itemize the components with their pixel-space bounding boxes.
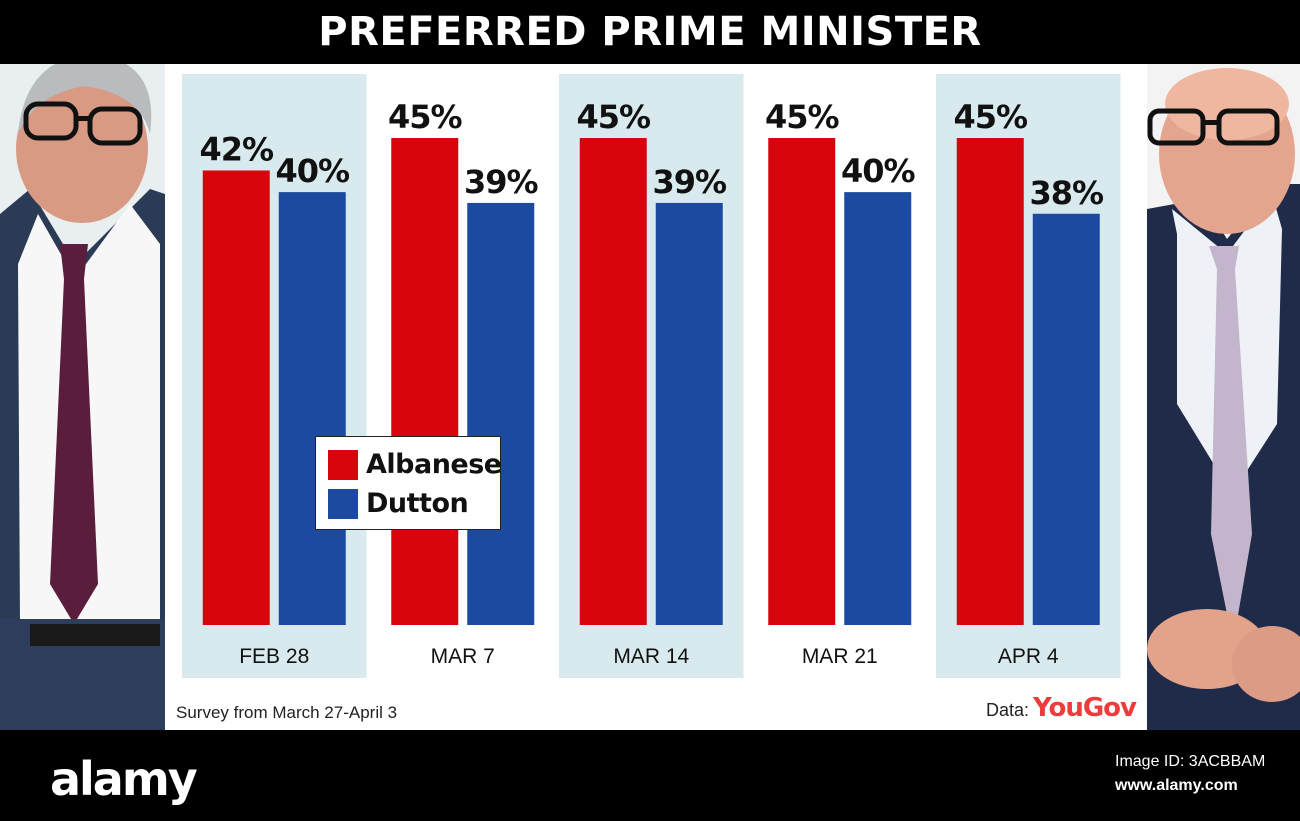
bar-dutton — [278, 192, 346, 625]
legend-item-dutton: Dutton — [328, 488, 469, 519]
data-label: 40% — [841, 152, 916, 190]
dutton-photo — [1147, 64, 1300, 730]
data-source: Data: YouGov — [986, 693, 1137, 723]
x-tick-label: APR 4 — [998, 645, 1059, 668]
yougov-logo: YouGov — [1033, 693, 1137, 723]
data-label: 45% — [576, 98, 651, 136]
bar-albanese — [768, 138, 836, 625]
alamy-logo: alamy — [50, 752, 198, 806]
x-tick-label: MAR 21 — [802, 645, 878, 668]
chart-legend: Albanese Dutton — [315, 436, 502, 530]
bar-albanese — [391, 138, 459, 625]
bar-albanese — [202, 170, 270, 625]
title-bar: PREFERRED PRIME MINISTER — [0, 0, 1300, 64]
bar-dutton — [844, 192, 912, 625]
x-tick-label: MAR 7 — [431, 645, 495, 668]
legend-swatch-albanese — [328, 449, 358, 480]
chart-title: PREFERRED PRIME MINISTER — [318, 9, 982, 55]
data-label: 45% — [765, 98, 840, 136]
legend-label-albanese: Albanese — [366, 449, 502, 480]
data-label: 45% — [388, 98, 463, 136]
legend-swatch-dutton — [328, 488, 358, 519]
data-label: 42% — [199, 130, 274, 168]
bar-albanese — [579, 138, 647, 625]
legend-label-dutton: Dutton — [366, 488, 469, 519]
x-tick-label: MAR 14 — [613, 645, 689, 668]
albanese-photo — [0, 64, 165, 730]
bar-dutton — [1032, 213, 1100, 625]
image-id: Image ID: 3ACBBAM — [1115, 753, 1266, 770]
data-label: 45% — [953, 98, 1028, 136]
data-label: 39% — [464, 163, 539, 201]
data-label: 39% — [652, 163, 727, 201]
survey-footnote: Survey from March 27-April 3 — [176, 703, 398, 722]
data-label: 38% — [1029, 174, 1104, 212]
chart-panel: 42% 40% FEB 28 45% 39% MAR 7 45% 39% MAR 14 45% 40… — [0, 64, 1300, 730]
bar-albanese — [956, 138, 1024, 625]
bar-dutton — [655, 202, 723, 625]
source-label: Data: — [986, 700, 1030, 720]
watermark-bar — [0, 730, 1300, 821]
legend-item-albanese: Albanese — [328, 449, 502, 480]
data-label: 40% — [275, 152, 350, 190]
x-tick-label: FEB 28 — [239, 645, 309, 668]
bar-dutton — [467, 202, 535, 625]
watermark-url: www.alamy.com — [1115, 777, 1238, 794]
